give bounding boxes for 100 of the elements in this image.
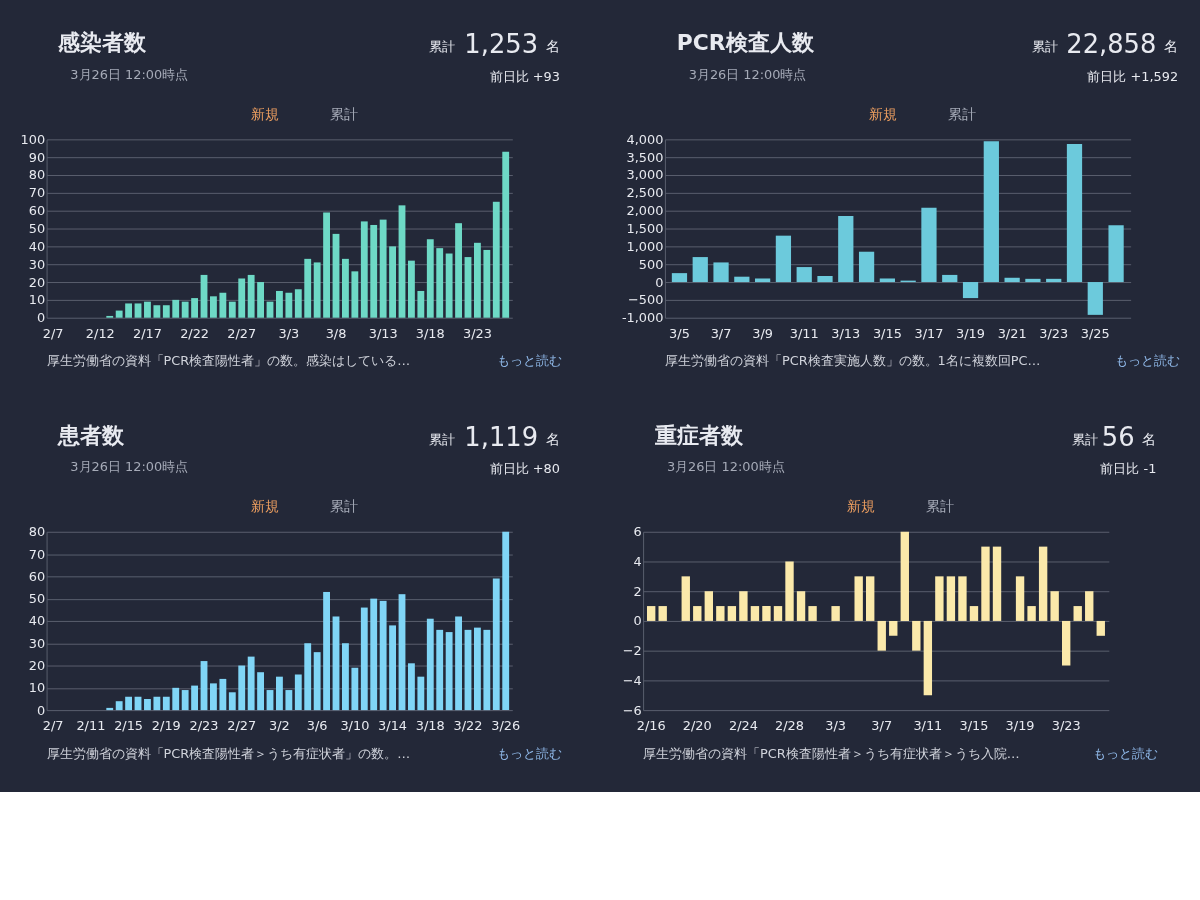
x-tick-label: 2/11 — [76, 718, 106, 734]
bar — [228, 692, 236, 711]
text: 前日比 -1 — [1100, 461, 1157, 477]
y-tick-label: −6 — [622, 702, 642, 718]
text: 22,858 — [1066, 29, 1157, 60]
bar — [304, 643, 312, 711]
bar — [755, 278, 771, 283]
y-tick-label: 6 — [633, 524, 642, 540]
bar — [785, 561, 794, 621]
bar — [360, 607, 368, 711]
bar — [492, 201, 500, 318]
bar — [775, 235, 792, 283]
bar — [704, 591, 714, 621]
bar — [796, 591, 806, 621]
bar — [285, 292, 293, 318]
bar — [474, 627, 481, 711]
bar — [370, 224, 378, 318]
bar — [1087, 282, 1103, 315]
bar — [716, 606, 725, 621]
bar — [923, 620, 933, 696]
bar — [502, 151, 510, 318]
text: 累計 — [926, 497, 955, 514]
bar — [838, 216, 854, 283]
x-tick-label: 2/7 — [42, 326, 64, 342]
bar — [1096, 620, 1105, 636]
text: 累計 — [329, 497, 358, 514]
text: 累計 — [948, 105, 977, 122]
text: 厚生労働省の資料「PCR検査実施人数」の数。1名に複数回PC… — [664, 353, 1041, 369]
y-tick-label: 0 — [36, 310, 46, 326]
bar — [1004, 277, 1020, 283]
bar — [713, 262, 729, 283]
text: 56 — [1101, 421, 1135, 452]
x-tick-label: 3/10 — [340, 718, 370, 734]
text: 名 — [545, 38, 560, 55]
bar — [646, 606, 656, 621]
bar — [796, 267, 812, 283]
bar — [854, 576, 863, 621]
bar — [455, 223, 462, 318]
x-tick-label: 3/5 — [669, 326, 690, 342]
x-tick-label: 2/24 — [728, 718, 758, 734]
bar — [692, 257, 708, 283]
y-tick-label: 0 — [36, 702, 46, 718]
x-tick-label: 3/11 — [789, 326, 819, 342]
bar — [483, 249, 491, 318]
bar — [257, 282, 264, 318]
bar — [408, 663, 415, 711]
bar — [1046, 278, 1062, 283]
bar — [313, 652, 321, 711]
y-tick-label: −2 — [622, 643, 642, 659]
chart-subtitle: 3月26日 12:00時点 — [666, 459, 785, 475]
bar — [181, 301, 189, 318]
bar — [1066, 143, 1083, 283]
text: 前日比 +1,592 — [1087, 68, 1179, 84]
bar — [426, 239, 434, 318]
bar — [210, 296, 217, 318]
bar — [370, 598, 378, 711]
text: 1,253 — [464, 29, 539, 60]
bar — [958, 576, 967, 621]
x-tick-label: 2/22 — [180, 326, 210, 342]
x-tick-label: 3/11 — [913, 718, 943, 734]
x-tick-label: 3/13 — [831, 326, 861, 342]
bar — [693, 606, 702, 621]
x-tick-label: 3/23 — [462, 326, 492, 342]
text: 累計 — [329, 105, 358, 122]
text: 新規 — [250, 497, 279, 514]
x-tick-label: 2/7 — [42, 718, 64, 734]
text: 前日比 +80 — [489, 461, 560, 477]
text: 1,119 — [464, 421, 539, 452]
bar — [445, 253, 453, 318]
bar — [1015, 576, 1025, 621]
text: 厚生労働省の資料「PCR検査陽性者＞うち有症状者＞うち入院… — [643, 745, 1020, 761]
x-tick-label: 2/19 — [151, 718, 181, 734]
bar — [671, 273, 688, 283]
x-tick-label: 3/15 — [959, 718, 989, 734]
y-tick-label: 2,000 — [626, 203, 664, 219]
bar — [351, 271, 359, 318]
text: 前日比 +93 — [489, 68, 560, 84]
x-tick-label: 3/17 — [914, 326, 944, 342]
bar — [992, 546, 1002, 621]
y-tick-label: 4,000 — [626, 131, 664, 147]
bar — [681, 576, 690, 621]
bar — [1061, 620, 1071, 666]
text: 累計 — [1031, 39, 1058, 55]
x-tick-label: 3/15 — [872, 326, 902, 342]
x-tick-label: 2/17 — [132, 326, 162, 342]
bar — [1108, 225, 1124, 283]
bar — [658, 606, 667, 621]
x-tick-label: 2/12 — [85, 326, 115, 342]
text: 新規 — [250, 105, 279, 122]
x-tick-label: 3/18 — [415, 326, 445, 342]
y-tick-label: 70 — [28, 185, 46, 201]
y-tick-label: 3,500 — [626, 149, 664, 165]
chart-title: 患者数 — [57, 422, 126, 448]
bar — [191, 298, 199, 318]
bar — [115, 701, 123, 711]
bar — [1038, 546, 1048, 621]
x-tick-label: 3/3 — [278, 326, 300, 342]
y-tick-label: 60 — [28, 568, 46, 584]
y-tick-label: 1,500 — [626, 220, 664, 236]
bar — [210, 683, 217, 711]
